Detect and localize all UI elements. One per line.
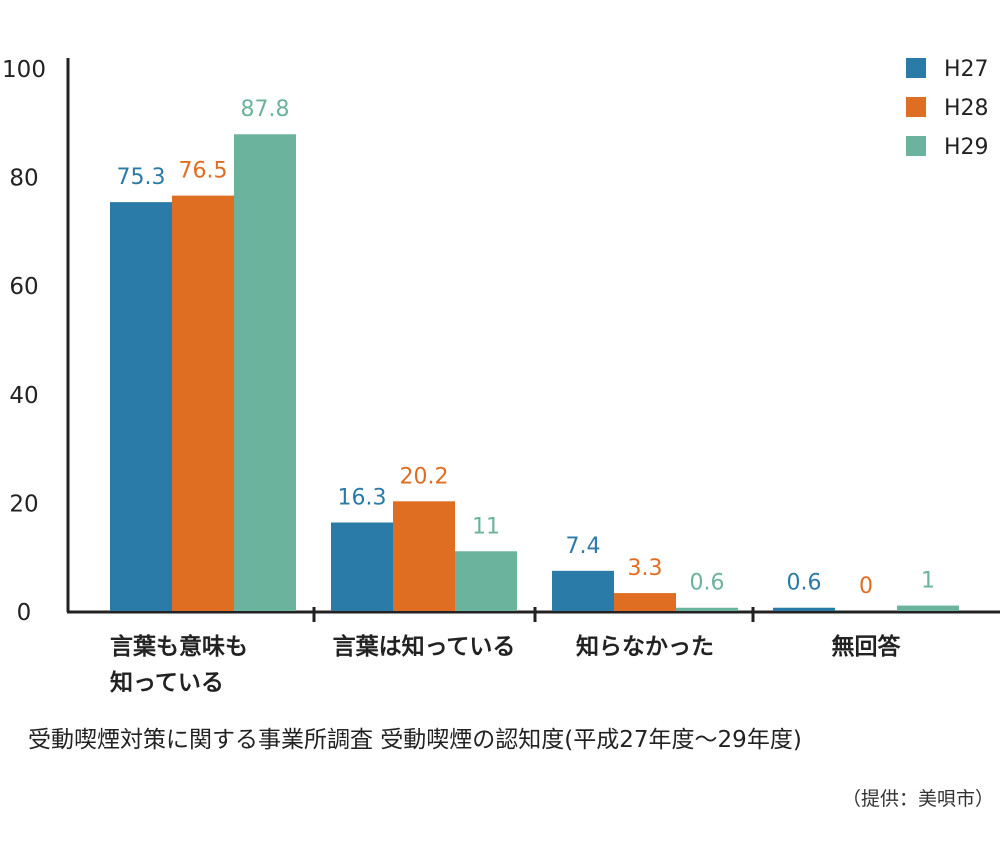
bar-h27-0 xyxy=(110,202,172,611)
bar-h27-1 xyxy=(331,522,393,611)
value-label-h27-3: 0.6 xyxy=(787,571,822,596)
bar-h27-3 xyxy=(773,607,835,611)
category-label-0: 言葉も意味も xyxy=(110,633,248,660)
y-axis: 0 20 40 60 80 100 xyxy=(2,57,70,626)
bar-h29-3 xyxy=(897,605,959,611)
bar-h27-2 xyxy=(552,570,614,611)
category-label-2: 知らなかった xyxy=(576,633,714,660)
y-tick-label: 40 xyxy=(9,383,38,409)
legend-swatch-h27 xyxy=(906,58,926,78)
y-tick-label: 100 xyxy=(2,57,46,83)
value-label-h29-1: 11 xyxy=(472,514,500,539)
legend-label-h28: H28 xyxy=(944,96,989,121)
x-axis xyxy=(67,607,1000,622)
value-label-h29-0: 87.8 xyxy=(241,97,290,122)
bar-h29-2 xyxy=(676,607,738,611)
value-label-h28-1: 20.2 xyxy=(400,464,449,489)
y-tick-label: 60 xyxy=(9,274,38,300)
y-tick-label: 20 xyxy=(9,491,38,517)
legend: H27 H28 H29 xyxy=(906,57,989,160)
value-labels: 75.3 16.3 7.4 0.6 76.5 20.2 3.3 0 87.8 11 0.6 1 xyxy=(117,97,935,599)
value-label-h27-2: 7.4 xyxy=(566,534,601,559)
credit-note: （提供：美唄市） xyxy=(841,788,994,810)
bar-h28-0 xyxy=(172,195,234,612)
bar-chart: 0 20 40 60 80 100 75.3 16.3 7.4 0.6 76.5 20.2 3.3 0 8… xyxy=(2,57,1000,696)
value-label-h29-3: 1 xyxy=(921,569,935,594)
category-label-3: 無回答 xyxy=(832,633,902,660)
value-label-h28-0: 76.5 xyxy=(179,159,228,184)
category-label-1: 言葉は知っている xyxy=(333,633,516,660)
y-tick-label: 80 xyxy=(9,166,38,192)
bar-h28-2 xyxy=(614,593,676,611)
value-label-h27-0: 75.3 xyxy=(117,165,166,190)
bar-h29-0 xyxy=(234,134,296,611)
bars xyxy=(110,134,959,612)
legend-label-h27: H27 xyxy=(944,57,989,82)
value-label-h28-2: 3.3 xyxy=(628,556,663,581)
value-label-h29-2: 0.6 xyxy=(690,571,725,596)
value-label-h28-3: 0 xyxy=(859,574,873,599)
bar-h28-1 xyxy=(393,501,455,611)
chart-caption: 受動喫煙対策に関する事業所調査 受動喫煙の認知度(平成27年度〜29年度) xyxy=(28,727,802,753)
y-tick-label: 0 xyxy=(17,600,32,626)
category-label-0: 知っている xyxy=(110,669,224,696)
value-label-h27-1: 16.3 xyxy=(338,485,387,510)
legend-label-h29: H29 xyxy=(944,135,989,160)
legend-swatch-h28 xyxy=(906,97,926,117)
bar-h29-1 xyxy=(455,551,517,611)
legend-swatch-h29 xyxy=(906,136,926,156)
